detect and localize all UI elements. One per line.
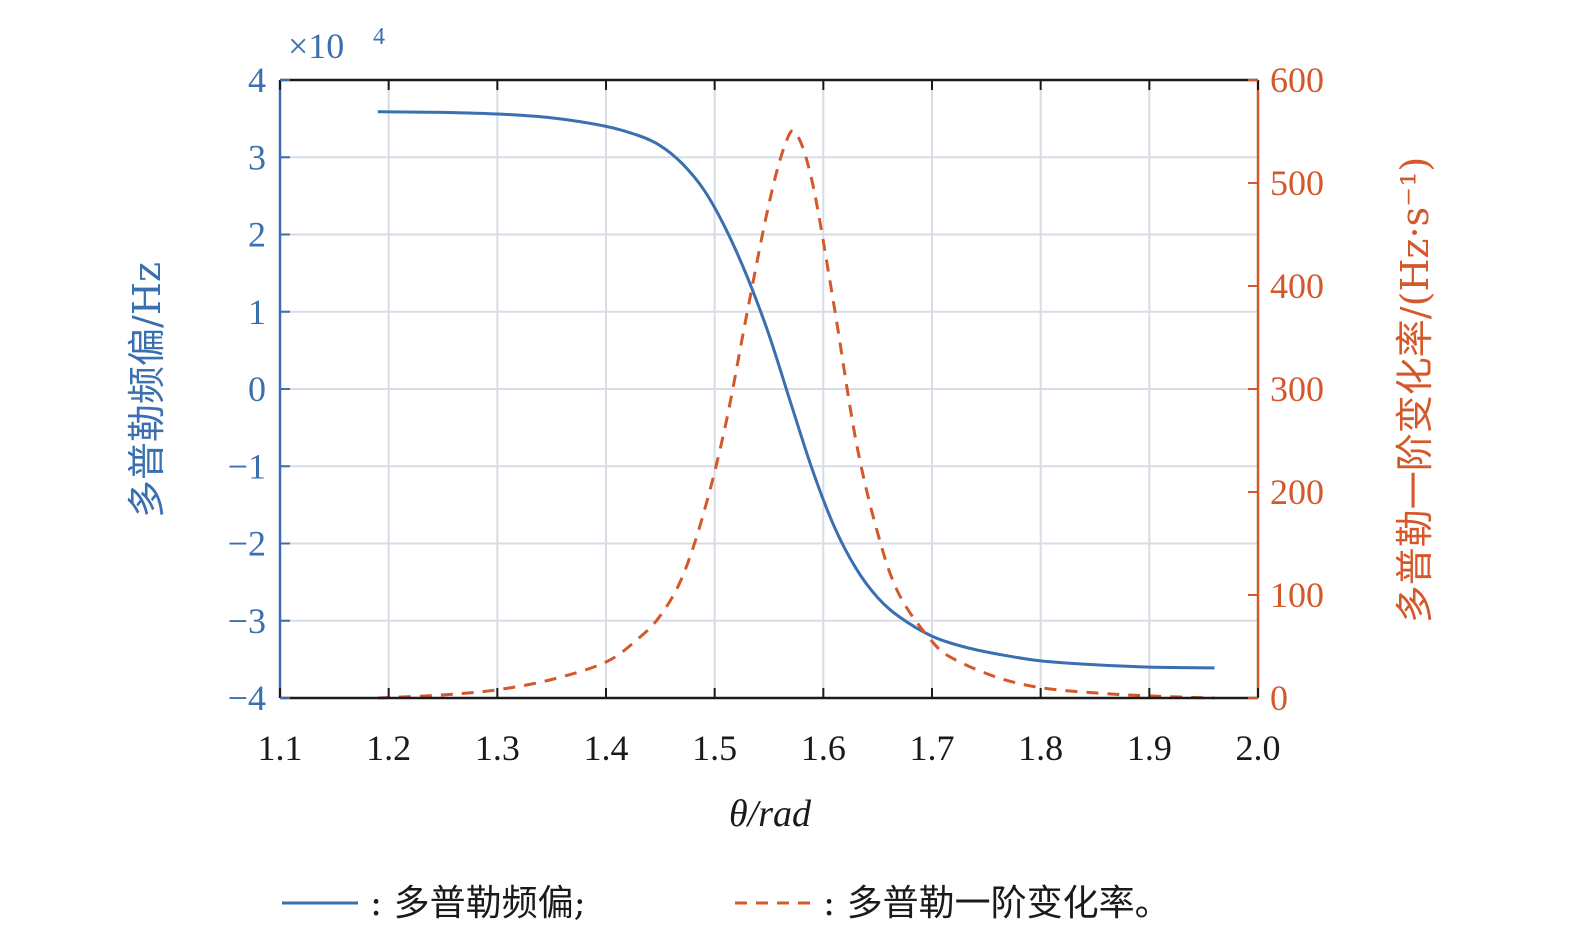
y-left-tick-label: −2 xyxy=(228,524,266,564)
x-tick-label: 1.5 xyxy=(692,728,737,768)
y-left-multiplier: ×10 4 xyxy=(288,24,385,66)
x-axis-label: θ/rad xyxy=(729,793,812,835)
y-left-tick-label: −1 xyxy=(228,446,266,486)
y-left-axis-label: 多普勒频偏/Hz xyxy=(125,262,169,518)
y-right-tick-label: 200 xyxy=(1270,472,1324,512)
y-left-tick-label: 4 xyxy=(248,60,266,100)
legend-label-doppler-rate: : 多普勒一阶变化率。 xyxy=(823,883,1171,924)
series-line-doppler-shift xyxy=(377,110,1215,670)
y-left-tick-label: −3 xyxy=(228,601,266,641)
x-tick-label: 2.0 xyxy=(1236,728,1281,768)
y-right-tick-label: 600 xyxy=(1270,60,1324,100)
y-left-tick-label: 3 xyxy=(248,137,266,177)
y-right-tick-label: 0 xyxy=(1270,678,1288,718)
y-right-axis-label: 多普勒一阶变化率/(Hz·s⁻¹) xyxy=(1393,157,1437,623)
x-tick-label: 1.4 xyxy=(584,728,629,768)
grid-lines xyxy=(280,80,1258,698)
series-layer xyxy=(377,110,1215,700)
tick-labels: 1.1 1.2 1.3 1.4 1.5 1.6 1.7 1.8 1.9 2.0 −4 −3 −2 −1 0 1… xyxy=(228,60,1324,768)
x-tick-label: 1.6 xyxy=(801,728,846,768)
x-tick-label: 1.8 xyxy=(1018,728,1063,768)
x-tick-label: 1.3 xyxy=(475,728,520,768)
y-right-tick-label: 500 xyxy=(1270,163,1324,203)
legend-label-doppler-shift: : 多普勒频偏; xyxy=(370,883,586,924)
x-tick-label: 1.7 xyxy=(910,728,955,768)
y-left-multiplier-base: ×10 xyxy=(288,26,344,66)
axes xyxy=(278,78,1260,700)
y-left-multiplier-exponent: 4 xyxy=(373,24,385,50)
x-tick-label: 1.2 xyxy=(366,728,411,768)
x-tick-label: 1.9 xyxy=(1127,728,1172,768)
y-right-tick-label: 100 xyxy=(1270,575,1324,615)
y-left-tick-label: 2 xyxy=(248,215,266,255)
y-left-tick-label: 1 xyxy=(248,292,266,332)
y-right-tick-label: 400 xyxy=(1270,266,1324,306)
y-left-tick-label: −4 xyxy=(228,678,266,718)
x-tick-label: 1.1 xyxy=(258,728,303,768)
series-line-doppler-rate xyxy=(377,129,1215,700)
legend: : 多普勒频偏; : 多普勒一阶变化率。 xyxy=(282,883,1171,924)
y-left-tick-label: 0 xyxy=(248,369,266,409)
y-right-tick-label: 300 xyxy=(1270,369,1324,409)
